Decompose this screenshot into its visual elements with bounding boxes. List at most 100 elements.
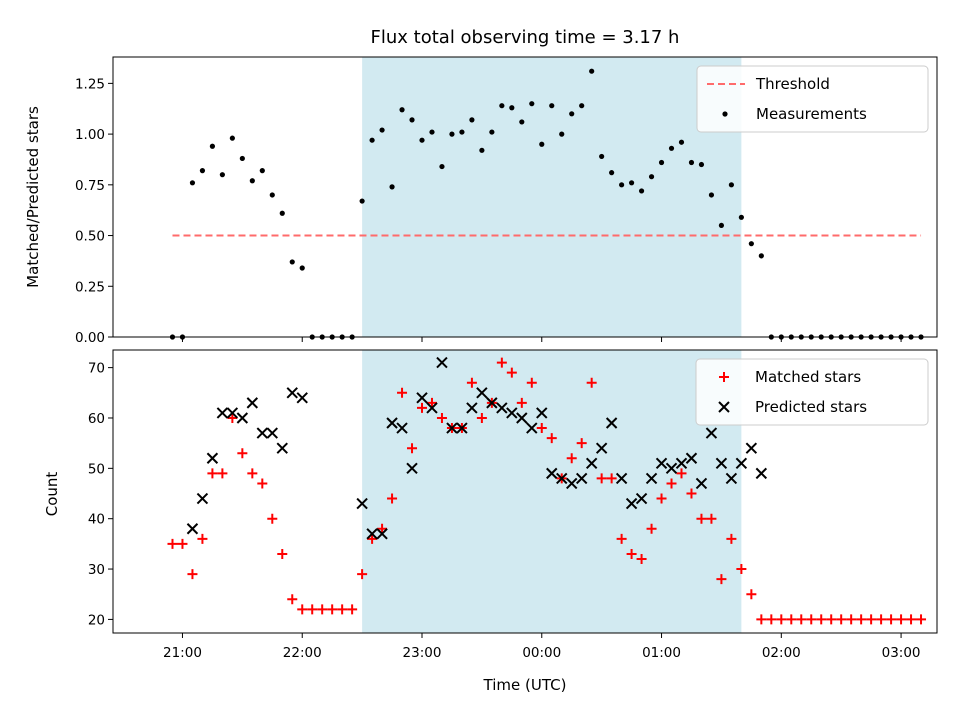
predicted-star-point xyxy=(516,412,528,424)
measurement-point xyxy=(369,137,375,143)
matched-star-point xyxy=(397,387,408,398)
measurement-point xyxy=(738,214,744,220)
predicted-star-point xyxy=(625,497,638,510)
measurement-point xyxy=(279,210,285,216)
matched-star-point xyxy=(417,402,427,413)
predicted-star-point xyxy=(575,472,588,485)
y-tick-label: 20 xyxy=(88,612,105,628)
measurement-point xyxy=(648,174,655,180)
predicted-star-point xyxy=(256,427,269,439)
predicted-star-point xyxy=(526,422,538,434)
measurement-point xyxy=(599,153,605,160)
matched-star-point xyxy=(886,614,897,625)
predicted-star-point xyxy=(735,457,748,470)
predicted-star-point xyxy=(685,452,698,464)
predicted-star-point xyxy=(675,457,688,470)
measurement-point xyxy=(519,119,525,125)
x-tick-label: 22:00 xyxy=(283,645,322,661)
predicted-star-point xyxy=(635,492,648,505)
predicted-star-point xyxy=(216,407,229,419)
measurement-point xyxy=(419,137,425,143)
matched-star-point xyxy=(636,553,647,564)
measurement-point xyxy=(658,159,665,166)
matched-star-point xyxy=(876,614,887,625)
matched-star-point xyxy=(267,513,278,524)
matched-star-point xyxy=(786,614,797,625)
measurement-point xyxy=(678,139,685,145)
measurement-point xyxy=(219,172,225,178)
predicted-star-point xyxy=(226,407,239,419)
matched-star-point xyxy=(247,468,258,479)
matched-star-point xyxy=(506,367,517,378)
x-axis-label: Time (UTC) xyxy=(483,676,567,694)
predicted-star-point xyxy=(426,402,438,414)
y-tick-label: 0.75 xyxy=(75,178,105,194)
matched-star-point xyxy=(496,357,507,368)
matched-star-point xyxy=(596,473,607,484)
measurement-point xyxy=(569,111,575,117)
matched-star-point xyxy=(766,614,777,625)
matched-star-point xyxy=(377,523,388,534)
legend-label: Matched stars xyxy=(755,368,861,386)
matched-star-point xyxy=(407,443,418,454)
measurement-point xyxy=(469,117,475,123)
matched-star-point xyxy=(426,397,437,408)
measurement-point xyxy=(459,129,465,135)
matched-star-point xyxy=(696,513,707,524)
matched-star-point xyxy=(536,423,547,434)
predicted-star-point xyxy=(605,417,618,429)
y-tick-label: 0.25 xyxy=(75,279,105,295)
matched-star-point xyxy=(177,538,188,549)
matched-star-point xyxy=(317,604,328,615)
y-tick-label: 0.00 xyxy=(75,330,105,346)
top-panel: 0.00 0.25 0.50 0.75 1.00 1.25 Threshold Measure… xyxy=(75,56,938,346)
matched-star-point xyxy=(606,473,617,484)
matched-star-point xyxy=(826,614,837,625)
measurement-point xyxy=(628,180,635,186)
measurement-point xyxy=(529,101,535,107)
predicted-star-point xyxy=(745,442,758,454)
measurement-point xyxy=(559,131,565,137)
predicted-star-point xyxy=(595,442,608,454)
measurement-point xyxy=(579,103,585,109)
matched-star-point xyxy=(277,548,288,559)
measurement-point xyxy=(539,141,545,147)
predicted-star-point xyxy=(556,472,568,485)
legend-predicted-swatch xyxy=(718,401,730,413)
matched-star-point xyxy=(197,533,208,544)
measurement-point xyxy=(399,107,405,113)
matched-star-point xyxy=(756,614,767,625)
matched-star-point xyxy=(187,569,198,580)
predicted-star-point xyxy=(566,477,578,490)
matched-star-point xyxy=(586,377,597,388)
matched-star-point xyxy=(656,493,667,504)
x-tick-label: 02:00 xyxy=(762,645,801,661)
predicted-star-point xyxy=(436,356,448,369)
matched-star-point xyxy=(237,448,248,459)
x-tick-label: 03:00 xyxy=(882,645,921,661)
legend-matched-swatch xyxy=(719,372,729,382)
predicted-star-point xyxy=(206,452,219,464)
matched-star-point xyxy=(626,548,637,559)
x-tick-label: 23:00 xyxy=(403,645,442,661)
y-tick-label: 70 xyxy=(88,361,105,377)
predicted-star-point xyxy=(476,387,488,399)
y-tick-label: 40 xyxy=(88,512,105,528)
predicted-star-point xyxy=(536,407,548,419)
matched-star-point xyxy=(357,569,368,580)
matched-star-point xyxy=(516,397,527,408)
predicted-star-point xyxy=(406,462,418,475)
matched-star-point xyxy=(706,513,717,524)
predicted-star-point xyxy=(276,442,288,454)
chart-title: Flux total observing time = 3.17 h xyxy=(371,27,680,48)
matched-star-point xyxy=(896,614,907,625)
matched-star-point xyxy=(217,468,228,479)
matched-star-point xyxy=(367,533,378,544)
predicted-star-point xyxy=(366,528,378,540)
y-tick-label: 1.25 xyxy=(75,76,105,92)
predicted-star-point xyxy=(615,472,628,485)
matched-star-point xyxy=(806,614,817,625)
measurement-point xyxy=(269,192,275,198)
measurement-point xyxy=(359,198,365,204)
y-tick-label: 30 xyxy=(88,562,105,578)
